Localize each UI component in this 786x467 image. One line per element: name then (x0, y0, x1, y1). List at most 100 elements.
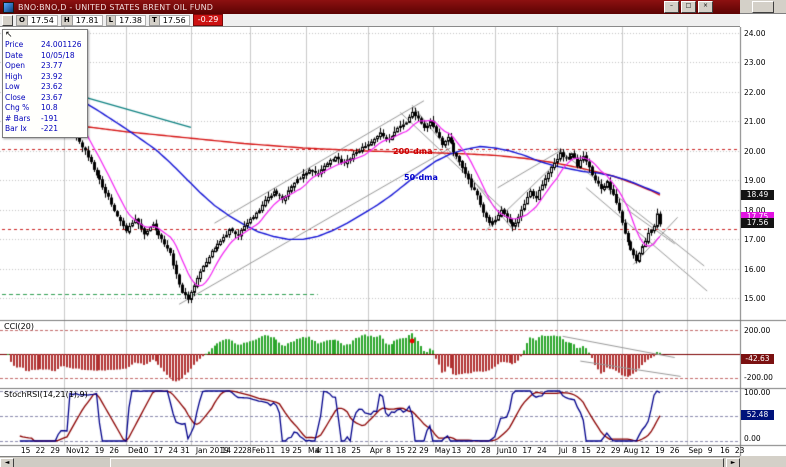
date-axis-tick: 16 (720, 446, 730, 455)
date-axis-tick: 22 (596, 446, 606, 455)
date-axis-tick: 8 (386, 446, 391, 455)
maximize-button[interactable]: □ (681, 1, 696, 13)
price-axis-label: 24.00 (744, 28, 766, 38)
ma50-annotation: 50-dma (404, 173, 438, 182)
date-axis-month-label: Sep (688, 446, 703, 455)
date-axis-tick: 26 (669, 446, 680, 455)
price-axis-label: 19.00 (744, 176, 766, 186)
date-axis-tick: 25 (351, 446, 361, 455)
close-button[interactable]: × (698, 1, 713, 13)
cci-last-value-box: -42.63 (741, 354, 774, 364)
date-axis-tick: 14 (221, 446, 232, 455)
trade-value: 17.56 (159, 14, 190, 26)
chart-app-icon (3, 1, 14, 13)
date-axis-tick: 11 (324, 446, 335, 455)
date-axis-tick: 13 (451, 446, 462, 455)
scrollbar-thumb[interactable] (110, 458, 724, 467)
open-value: 17.54 (27, 14, 58, 26)
date-axis-tick: 11 (265, 446, 276, 455)
date-axis-tick: 29 (419, 446, 429, 455)
pane-button[interactable] (752, 0, 774, 13)
horizontal-scrollbar[interactable]: ◄ ► (0, 456, 740, 467)
date-axis-tick: 4 (315, 446, 321, 455)
data-window-value: 10/05/18 (41, 50, 75, 60)
data-window-value: 23.77 (41, 61, 63, 70)
date-axis-month-label: Mar (307, 446, 323, 455)
price-axis-label: 18.00 (744, 205, 766, 215)
price-axis-label: 16.00 (744, 264, 766, 274)
chart-canvas[interactable] (0, 27, 786, 456)
date-axis-tick: 23 (734, 446, 745, 455)
high-label: H (60, 14, 73, 26)
data-window-cursor-row: ↖ (5, 31, 85, 40)
date-axis-month-label: Feb (251, 446, 266, 455)
open-quote: O 17.54 (16, 14, 58, 26)
open-label: O (16, 14, 28, 26)
date-axis-tick: 15 (20, 446, 31, 455)
stochrsi-upper-axis-label: 100.00 (744, 388, 771, 397)
date-axis-tick: 22 (407, 446, 417, 455)
high-value: 17.81 (72, 14, 103, 26)
low-value: 17.38 (116, 14, 146, 26)
date-axis-month-label: Jan 2019 (195, 446, 229, 455)
data-window-row: # Bars -191 (5, 114, 85, 125)
ma200-annotation: 200-dma (393, 147, 433, 156)
date-axis-tick: 8 (572, 446, 577, 455)
date-axis-tick: 28 (242, 446, 252, 455)
date-axis-month-label: Nov (66, 446, 81, 455)
data-window: ↖ Price 24.001126 Date 10/05/18 Open 23.77 High… (2, 29, 88, 138)
date-axis-month-label: Apr (369, 446, 383, 455)
date-axis-tick: 22 (35, 446, 46, 455)
date-axis-tick: 20 (466, 446, 476, 455)
stochrsi-lower-axis-label: 0.00 (744, 434, 761, 443)
date-axis-tick: 22 (233, 446, 243, 455)
date-axis-tick: 29 (50, 446, 60, 455)
data-window-row: Close 23.67 (5, 93, 85, 104)
trade-quote: T 17.56 (149, 14, 190, 26)
date-axis-tick: 12 (640, 446, 650, 455)
date-axis-tick: 24 (537, 446, 547, 455)
data-window-label: Date (5, 50, 23, 60)
date-axis-tick: 25 (292, 446, 302, 455)
date-axis-tick: 9 (707, 446, 713, 455)
data-window-value: 10.8 (41, 103, 58, 112)
price-axis-label: 23.00 (744, 58, 766, 68)
data-window-label: High (5, 71, 23, 81)
date-axis-tick: 15 (581, 446, 591, 455)
title-bar[interactable]: BNO:BNO,D - UNITED STATES BRENT OIL FUND… (0, 0, 740, 14)
scroll-right-button[interactable]: ► (726, 458, 740, 467)
date-axis-tick: 31 (180, 446, 190, 455)
scroll-left-button[interactable]: ◄ (0, 458, 14, 467)
top-right-panel (740, 0, 786, 14)
date-axis-tick: 29 (610, 446, 621, 455)
quote-tool-icon[interactable] (2, 14, 13, 26)
date-axis-tick: 18 (336, 446, 347, 455)
data-window-row: Open 23.77 (5, 61, 85, 72)
price-highlight-box: 17.56 (741, 217, 774, 228)
price-highlight-box: 17.75 (741, 212, 774, 223)
data-window-row: Chg % 10.8 (5, 103, 85, 114)
date-axis-tick: 15 (395, 446, 406, 455)
stochrsi-last-value-box: 52.48 (741, 410, 774, 420)
date-axis-tick: 28 (481, 446, 491, 455)
data-window-label: # Bars (5, 113, 31, 123)
date-axis-tick: 17 (522, 446, 532, 455)
data-window-label: Bar Ix (5, 124, 27, 133)
minimize-button[interactable]: – (664, 1, 679, 13)
data-window-row: Bar Ix -221 (5, 124, 85, 135)
date-axis-tick: 10 (507, 446, 518, 455)
price-axis-label: 22.00 (744, 87, 766, 97)
price-axis-label: 21.00 (744, 117, 766, 127)
date-axis-month-label: Aug (623, 446, 639, 455)
data-window-label: Chg % (5, 103, 30, 112)
date-axis-tick: 19 (280, 446, 291, 455)
data-window-value: 24.001126 (41, 40, 82, 49)
data-window-label: Open (5, 61, 26, 70)
stochrsi-panel-label: StochRSI(14,21(1),9) (4, 390, 88, 399)
date-axis-tick: 26 (109, 446, 119, 455)
date-axis-tick: 17 (153, 446, 164, 455)
high-quote: H 17.81 (60, 14, 103, 26)
date-axis-tick: 10 (138, 446, 149, 455)
data-window-row: High 23.92 (5, 72, 85, 83)
bottom-right-corner (740, 456, 786, 467)
